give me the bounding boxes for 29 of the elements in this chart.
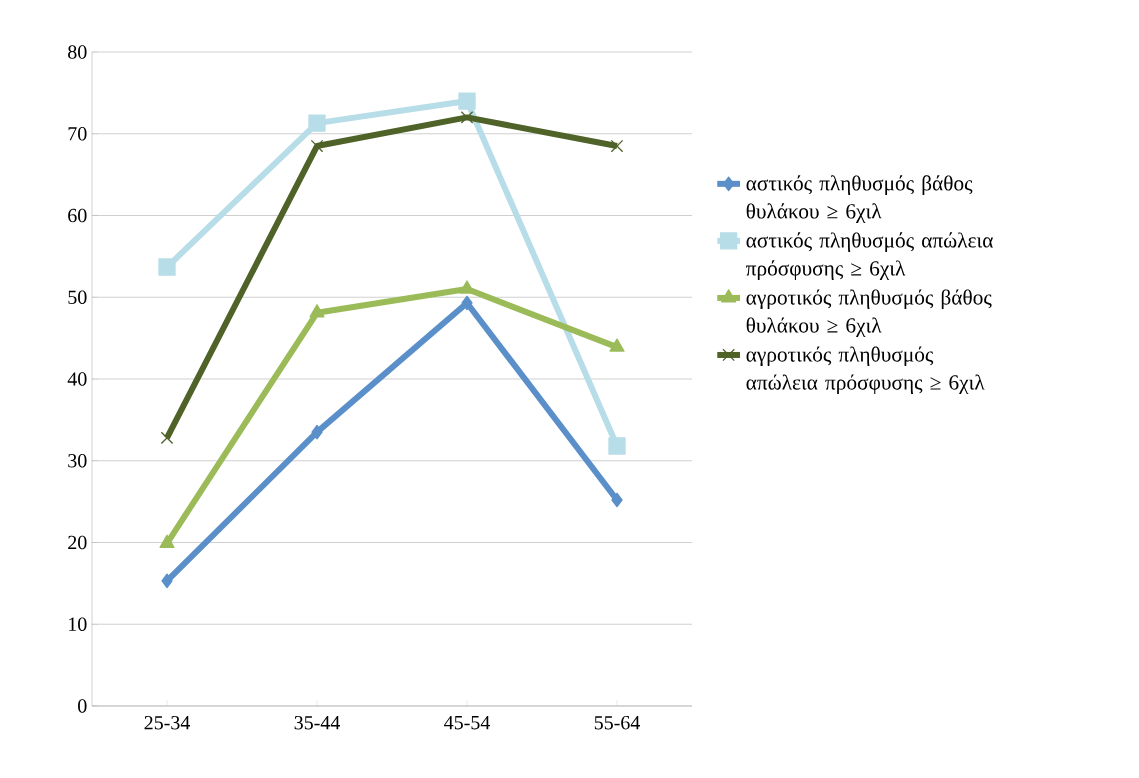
x-tick-label: 45-54 [444, 716, 491, 730]
x-tick-label: 25-34 [144, 716, 191, 730]
point [160, 431, 174, 445]
y-tick-label: 30 [68, 453, 87, 468]
point [461, 295, 473, 311]
point [308, 114, 326, 132]
point [609, 338, 625, 352]
point [610, 139, 624, 153]
point [611, 492, 623, 508]
y-tick-label: 40 [67, 372, 87, 386]
y-tick-label: 70 [68, 127, 87, 141]
point [608, 437, 626, 455]
point [310, 139, 324, 153]
point [460, 111, 474, 124]
y-tick-label: 60 [68, 208, 87, 223]
legend-label: αγροτικός πληθυσμός απώλεια πρόσφυσης ≥ 6χιλ [746, 346, 985, 395]
point [158, 258, 176, 276]
y-tick-label: 10 [69, 617, 87, 631]
point [311, 424, 323, 440]
point [309, 304, 325, 318]
x-tick-label: 35-44 [294, 716, 341, 730]
point [458, 92, 476, 110]
y-tick-label: 80 [68, 45, 87, 59]
point [161, 573, 173, 589]
point [159, 534, 175, 548]
y-tick-label: 20 [68, 535, 87, 550]
x-tick-label: 55-64 [594, 716, 641, 730]
y-tick-label: 0 [78, 699, 87, 713]
y-tick-label: 50 [68, 290, 87, 304]
